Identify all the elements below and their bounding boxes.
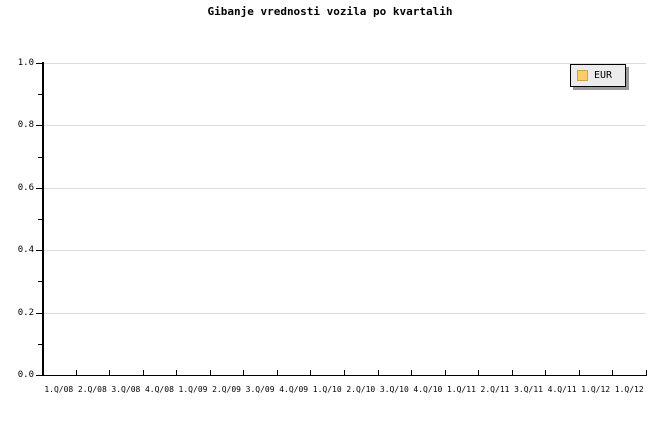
x-axis-label: 3.Q/11 — [514, 385, 543, 394]
y-axis-label: 0.4 — [17, 245, 34, 256]
x-axis-label: 1.Q/11 — [446, 385, 476, 394]
x-axis-label: 4.Q/11 — [547, 385, 577, 394]
y-axis-tick-major — [36, 312, 42, 314]
x-axis-label: 2.Q/09 — [212, 385, 241, 394]
legend-swatch-eur — [577, 70, 588, 81]
x-axis-tick — [143, 370, 144, 376]
x-axis-label: 4.Q/09 — [279, 385, 309, 394]
x-axis-tick — [210, 370, 211, 376]
x-axis-label: 1.Q/12 — [581, 385, 611, 394]
y-axis-tick-major — [36, 63, 42, 64]
y-axis-tick-major — [36, 375, 42, 376]
x-axis-tick — [612, 370, 613, 376]
y-axis-label: 0.6 — [17, 182, 34, 193]
y-axis-tick-major — [36, 187, 42, 189]
gridline — [42, 312, 646, 314]
y-axis-labels: 0.0 0.2 0.4 0.6 0.8 1.0 — [0, 0, 34, 440]
x-axis-tick — [344, 370, 345, 376]
y-axis-label: 0.2 — [17, 307, 34, 318]
y-axis-label: 0.8 — [17, 120, 34, 131]
y-axis-tick-major — [36, 250, 42, 252]
x-axis-tick — [445, 370, 446, 376]
x-axis-label: 1.Q/12 — [614, 385, 644, 394]
x-axis-tick — [411, 370, 412, 376]
y-axis-label: 1.0 — [17, 58, 34, 68]
y-axis-tick-minor — [38, 343, 42, 345]
x-axis-tick — [478, 370, 479, 376]
x-axis-tick — [512, 370, 513, 376]
y-axis-tick-minor — [38, 156, 42, 158]
y-axis-spine — [42, 62, 44, 376]
x-axis-label: 2.Q/10 — [346, 385, 376, 394]
x-axis-tick — [176, 370, 177, 376]
gridline — [42, 187, 646, 189]
x-axis-tick — [243, 370, 244, 376]
x-axis-label: 1.Q/08 — [44, 385, 74, 394]
y-axis-tick-major — [36, 125, 42, 127]
x-axis-tick — [277, 370, 278, 376]
x-axis-label: 3.Q/10 — [379, 385, 409, 394]
x-axis-label: 4.Q/10 — [413, 385, 443, 394]
gridline — [42, 250, 646, 252]
x-axis-label: 3.Q/08 — [111, 385, 141, 394]
x-axis-label: 1.Q/10 — [312, 385, 342, 394]
gridline — [42, 125, 646, 127]
legend-label-eur: EUR — [594, 70, 613, 81]
x-axis-tick — [378, 370, 379, 376]
x-axis-tick — [646, 370, 647, 376]
y-axis-tick-minor — [38, 281, 42, 283]
chart-title: Gibanje vrednosti vozila po kvartalih — [207, 5, 453, 18]
x-axis-label: 3.Q/09 — [245, 385, 275, 394]
x-axis-tick — [76, 370, 77, 376]
y-axis-tick-minor — [38, 94, 42, 96]
x-axis-tick — [310, 370, 311, 376]
y-axis-tick-minor — [38, 219, 42, 220]
x-axis-tick — [109, 370, 110, 376]
x-axis-tick — [545, 370, 546, 376]
y-axis-label: 0.0 — [17, 370, 34, 380]
x-axis-label: 4.Q/08 — [144, 385, 174, 394]
x-axis-label: 1.Q/09 — [178, 385, 208, 394]
gridline — [42, 63, 646, 64]
x-axis-label: 2.Q/08 — [77, 385, 107, 394]
x-axis-label: 2.Q/11 — [480, 385, 510, 394]
legend[interactable]: EUR — [570, 64, 626, 87]
x-axis-tick — [579, 370, 580, 376]
